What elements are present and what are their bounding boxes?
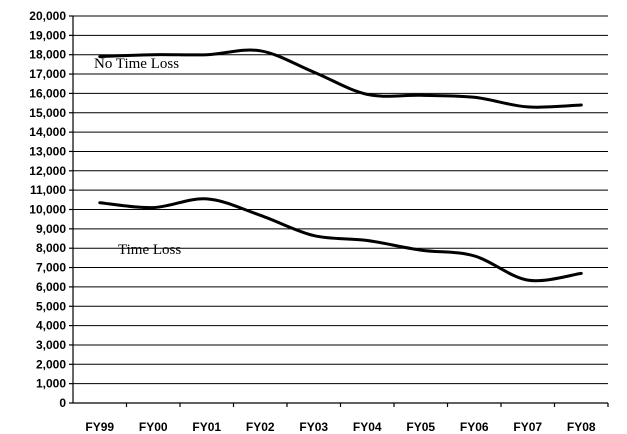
y-tick-label: 5,000 xyxy=(36,299,66,313)
y-tick-label: 4,000 xyxy=(36,319,66,333)
series-label-no-time-loss: No Time Loss xyxy=(94,56,179,72)
y-tick-label: 7,000 xyxy=(36,261,66,275)
x-tick-label: FY06 xyxy=(460,420,489,434)
series-line-time-loss xyxy=(98,197,583,283)
x-tick-label: FY08 xyxy=(567,420,596,434)
x-tick-label: FY03 xyxy=(299,420,328,434)
x-tick-label: FY04 xyxy=(353,420,382,434)
y-tick-label: 10,000 xyxy=(29,203,66,217)
x-tick-label: FY99 xyxy=(85,420,114,434)
y-tick-label: 9,000 xyxy=(36,222,66,236)
y-tick-label: 2,000 xyxy=(36,357,66,371)
y-tick-label: 19,000 xyxy=(29,28,66,42)
series-lines xyxy=(98,48,583,283)
y-tick-label: 1,000 xyxy=(36,377,66,391)
x-tick-label: FY05 xyxy=(406,420,435,434)
y-tick-label: 17,000 xyxy=(29,67,66,81)
y-tick-label: 6,000 xyxy=(36,280,66,294)
y-tick-label: 11,000 xyxy=(30,183,66,197)
x-tick-label: FY00 xyxy=(139,420,168,434)
y-tick-labels: 0 1,000 2,000 3,000 4,000 5,000 6,000 7,000 8,00… xyxy=(29,9,66,410)
y-tick-label: 0 xyxy=(59,396,66,410)
axes xyxy=(72,16,609,407)
y-tick-label: 14,000 xyxy=(29,125,66,139)
x-tick-label: FY02 xyxy=(246,420,275,434)
x-tick-labels: FY99 FY00 FY01 FY02 FY03 FY04 FY05 FY06 FY07 FY08 xyxy=(85,420,596,434)
y-tick-label: 20,000 xyxy=(29,9,66,23)
y-tick-label: 8,000 xyxy=(36,241,66,255)
series-label-time-loss: Time Loss xyxy=(118,242,181,258)
y-tick-label: 13,000 xyxy=(29,144,66,158)
y-tick-label: 16,000 xyxy=(29,86,66,100)
series-labels: No Time Loss Time Loss xyxy=(94,56,181,258)
series-line-no-time-loss xyxy=(98,48,583,109)
x-tick-label: FY01 xyxy=(192,420,221,434)
x-tick-label: FY07 xyxy=(513,420,542,434)
gridlines xyxy=(69,15,608,404)
y-tick-label: 18,000 xyxy=(29,48,66,62)
y-tick-label: 12,000 xyxy=(29,164,66,178)
y-tick-label: 15,000 xyxy=(29,106,66,120)
y-tick-label: 3,000 xyxy=(36,338,66,352)
